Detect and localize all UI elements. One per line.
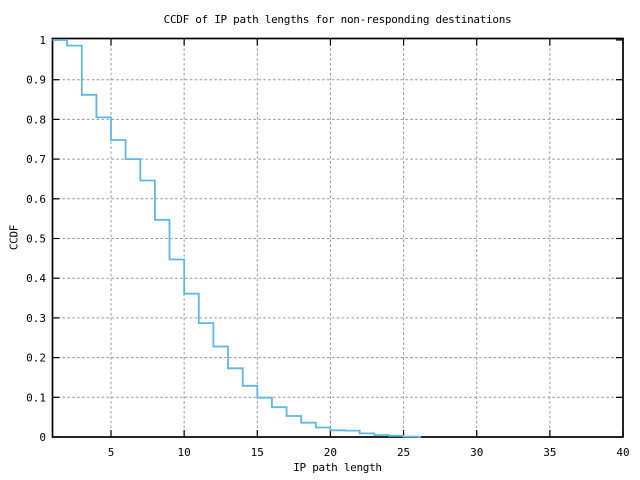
y-tick-label: 0.1 — [26, 391, 46, 404]
y-tick-label: 0.2 — [26, 352, 46, 365]
y-tick-label: 0.5 — [26, 233, 46, 246]
x-tick-label: 25 — [397, 446, 410, 459]
gridlines — [52, 38, 623, 437]
chart-title: CCDF of IP path lengths for non-respondi… — [163, 13, 512, 26]
x-tick-label: 5 — [108, 446, 115, 459]
y-tick-label: 0.3 — [26, 312, 46, 325]
x-tick-label: 30 — [470, 446, 483, 459]
y-tick-label: 1 — [39, 34, 46, 47]
ccdf-step-curve — [52, 39, 422, 438]
y-tick-label: 0.6 — [26, 193, 46, 206]
axis-ticks — [52, 38, 624, 438]
x-tick-label: 20 — [324, 446, 337, 459]
y-tick-label: 0.8 — [26, 113, 46, 126]
x-axis-title: IP path length — [293, 461, 382, 474]
y-axis-title: CCDF — [7, 224, 21, 251]
x-tick-label: 35 — [543, 446, 556, 459]
y-tick-label: 0.9 — [26, 74, 46, 87]
x-tick-label: 10 — [178, 446, 191, 459]
x-tick-label: 40 — [616, 446, 629, 459]
y-tick-label: 0.4 — [26, 272, 46, 285]
y-tick-label: 0.7 — [26, 153, 46, 166]
y-tick-label: 0 — [39, 431, 46, 444]
tick-labels: 5 10 15 20 25 30 35 40 0 0.1 0.2 0.3 0.4 0.5 0.6 0.7 0.8… — [26, 34, 630, 459]
x-tick-label: 15 — [251, 446, 264, 459]
plot-border — [51, 37, 624, 438]
